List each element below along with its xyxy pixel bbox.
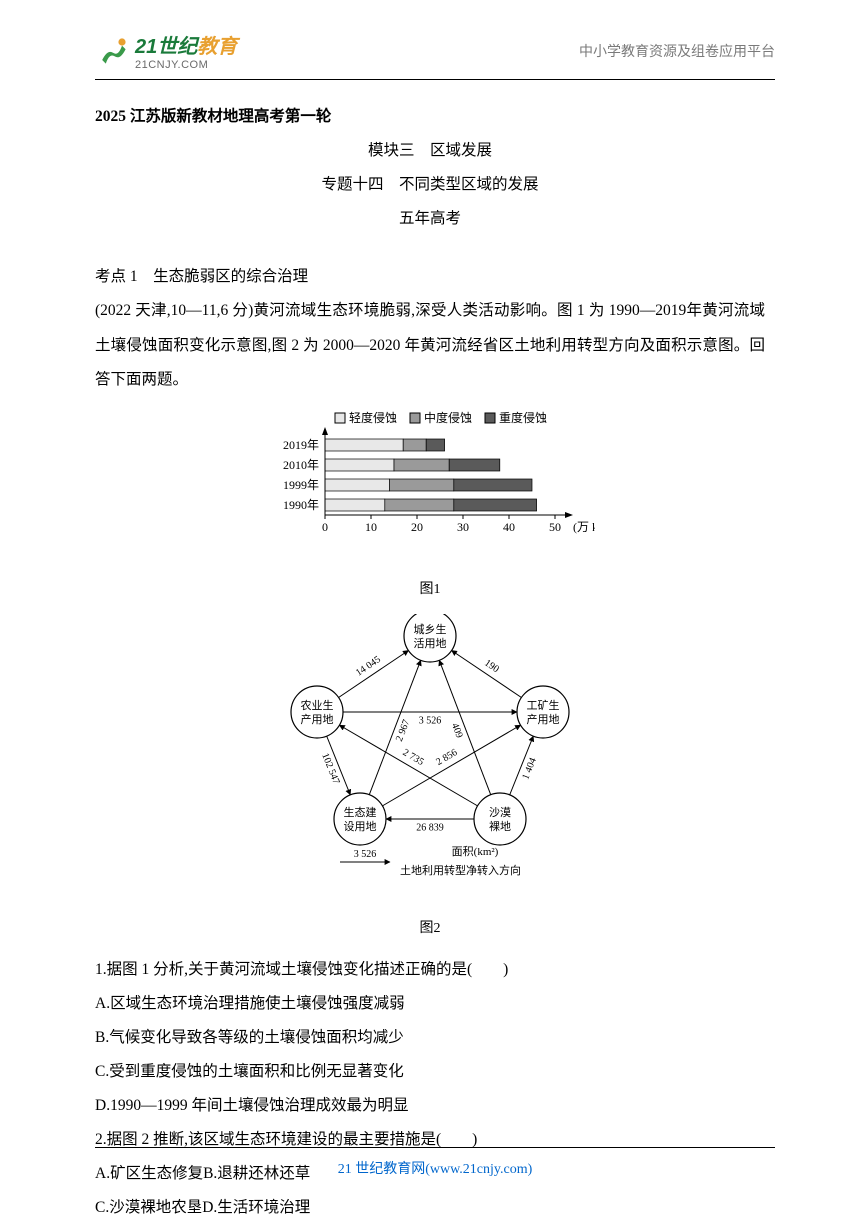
- q2-opt-d: D.生活环境治理: [202, 1191, 310, 1225]
- svg-text:中度侵蚀: 中度侵蚀: [424, 410, 472, 425]
- runner-icon: [95, 33, 131, 69]
- svg-text:10: 10: [365, 520, 377, 534]
- kaodian: 考点 1 生态脆弱区的综合治理: [95, 260, 765, 294]
- svg-text:工矿生: 工矿生: [527, 698, 560, 712]
- logo: 21世纪教育 21CNJY.COM: [95, 30, 237, 71]
- logo-main: 世纪: [157, 36, 197, 58]
- header-subtitle: 中小学教育资源及组卷应用平台: [579, 41, 775, 61]
- network-diagram: 14 0451903 526102 5472 9672 8564092 7351…: [275, 614, 585, 899]
- logo-tag: 教育: [197, 36, 237, 58]
- svg-text:1999年: 1999年: [283, 478, 319, 492]
- figure-2: 14 0451903 526102 5472 9672 8564092 7351…: [95, 614, 765, 945]
- q1-opt-c: C.受到重度侵蚀的土壤面积和比例无显著变化: [95, 1055, 765, 1089]
- svg-text:产用地: 产用地: [301, 712, 334, 726]
- svg-text:102 547: 102 547: [319, 751, 341, 785]
- svg-text:裸地: 裸地: [489, 819, 511, 833]
- document-body: 2025 江苏版新教材地理高考第一轮 模块三 区域发展 专题十四 不同类型区域的…: [0, 100, 860, 1225]
- logo-url: 21CNJY.COM: [135, 59, 237, 71]
- svg-text:城乡生: 城乡生: [414, 622, 447, 636]
- module-line: 模块三 区域发展: [95, 134, 765, 168]
- svg-text:3 526: 3 526: [354, 849, 377, 860]
- bar-chart: 轻度侵蚀 中度侵蚀 重度侵蚀 2019年 2010年 1999年 1990年0 10 20 30 4…: [265, 405, 595, 560]
- svg-text:面积(km²): 面积(km²): [452, 845, 499, 858]
- subtitle-line: 五年高考: [95, 202, 765, 236]
- q1-stem: 1.据图 1 分析,关于黄河流域土壤侵蚀变化描述正确的是( ): [95, 953, 765, 987]
- svg-text:1 404: 1 404: [520, 756, 539, 781]
- svg-text:26 839: 26 839: [416, 822, 444, 833]
- logo-text: 21世纪教育 21CNJY.COM: [135, 30, 237, 71]
- figure-1: 轻度侵蚀 中度侵蚀 重度侵蚀 2019年 2010年 1999年 1990年0 10 20 30 4…: [95, 405, 765, 606]
- page-header: 21世纪教育 21CNJY.COM 中小学教育资源及组卷应用平台: [95, 0, 775, 80]
- logo-number: 21: [135, 36, 157, 58]
- q1-opt-a: A.区域生态环境治理措施使土壤侵蚀强度减弱: [95, 987, 765, 1021]
- main-title: 2025 江苏版新教材地理高考第一轮: [95, 100, 765, 134]
- svg-text:农业生: 农业生: [301, 698, 334, 712]
- svg-text:20: 20: [411, 520, 423, 534]
- svg-text:1990年: 1990年: [283, 498, 319, 512]
- svg-text:(万 km²): (万 km²): [573, 520, 595, 534]
- page-footer: 21 世纪教育网(www.21cnjy.com): [95, 1147, 775, 1178]
- svg-text:轻度侵蚀: 轻度侵蚀: [349, 410, 397, 425]
- q1-opt-b: B.气候变化导致各等级的土壤侵蚀面积均减少: [95, 1021, 765, 1055]
- fig1-label: 图1: [95, 575, 765, 606]
- svg-text:3 526: 3 526: [419, 715, 442, 726]
- svg-text:活用地: 活用地: [414, 637, 447, 650]
- svg-text:产用地: 产用地: [527, 712, 560, 726]
- q2-opt-c: C.沙漠裸地农垦: [95, 1191, 202, 1225]
- svg-text:2010年: 2010年: [283, 458, 319, 472]
- svg-text:沙漠: 沙漠: [489, 806, 511, 819]
- svg-text:40: 40: [503, 520, 515, 534]
- topic-line: 专题十四 不同类型区域的发展: [95, 168, 765, 202]
- svg-text:50: 50: [549, 520, 561, 534]
- svg-text:土地利用转型净转入方向: 土地利用转型净转入方向: [400, 863, 521, 877]
- svg-text:409: 409: [449, 721, 465, 739]
- q1-opt-d: D.1990—1999 年间土壤侵蚀治理成效最为明显: [95, 1089, 765, 1123]
- svg-text:2 856: 2 856: [434, 747, 459, 768]
- passage: (2022 天津,10—11,6 分)黄河流域生态环境脆弱,深受人类活动影响。图…: [95, 294, 765, 396]
- fig2-label: 图2: [95, 914, 765, 945]
- svg-text:生态建: 生态建: [344, 805, 377, 819]
- svg-text:重度侵蚀: 重度侵蚀: [499, 410, 547, 425]
- footer-text: 21 世纪教育网(www.21cnjy.com): [338, 1162, 533, 1177]
- svg-text:2 735: 2 735: [401, 747, 426, 768]
- svg-text:2019年: 2019年: [283, 438, 319, 452]
- svg-text:设用地: 设用地: [344, 820, 377, 833]
- svg-text:14 045: 14 045: [354, 654, 383, 678]
- q2-options-2: C.沙漠裸地农垦D.生活环境治理: [95, 1191, 765, 1225]
- svg-text:30: 30: [457, 520, 469, 534]
- svg-text:0: 0: [322, 520, 328, 534]
